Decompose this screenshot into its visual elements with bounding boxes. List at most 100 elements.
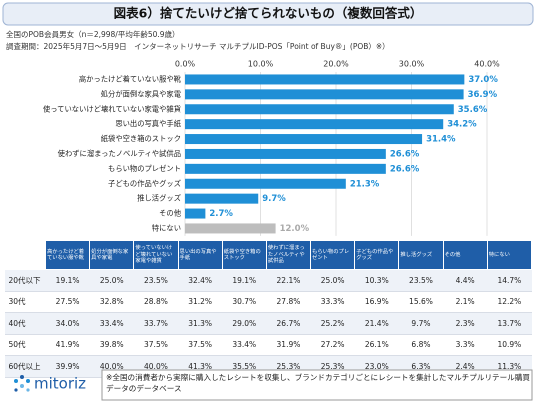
cell: 26.1% — [354, 334, 399, 356]
cell: 10.9% — [487, 334, 532, 356]
y-tick-label: 思い出の写真や手紙 — [115, 119, 181, 128]
cell: 29.0% — [222, 312, 267, 335]
x-tick-label: 30.0% — [399, 60, 425, 69]
row-label: 50代 — [4, 334, 46, 356]
cell: 21.4% — [354, 312, 399, 335]
cell: 9.7% — [398, 312, 444, 335]
row-label: 60代以上 — [4, 355, 46, 378]
cell: 27.2% — [310, 334, 355, 356]
y-tick-label: 使っていないけど壊れていない家電や雑貨 — [43, 104, 181, 113]
y-tick-label: その他 — [159, 209, 182, 218]
cell: 31.2% — [178, 291, 223, 313]
bar — [185, 208, 206, 219]
cell: 2.3% — [443, 312, 488, 335]
cell: 19.1% — [222, 269, 267, 292]
note: 調査期間：2025年5月7日～5月9日 インターネットリサーチ マルチプルID-… — [6, 41, 390, 51]
cell: 27.8% — [266, 291, 311, 313]
cell: 37.5% — [133, 334, 179, 356]
cell: 23.5% — [398, 269, 444, 292]
column-header: 使っていないけど壊れていない家電や雑貨 — [133, 240, 179, 270]
y-tick-label: 処分が面倒な家具や家電 — [101, 89, 182, 98]
column-header: 使わずに溜まったノベルティや試供品 — [265, 240, 312, 270]
cell: 31.3% — [178, 312, 223, 335]
cell: 23.5% — [133, 269, 179, 292]
bar — [185, 104, 454, 115]
title-box — [2, 2, 534, 26]
cell: 31.9% — [266, 334, 311, 356]
cell: 26.7% — [266, 312, 311, 335]
value-label: 12.0% — [280, 224, 310, 234]
note-box — [101, 369, 533, 401]
table-row: 30代 27.5% 32.8% 28.8% 31.2% 30.7% 27.8% 33.3% 16… — [4, 291, 532, 313]
column-header: 高かったけど着ていない服や靴 — [44, 240, 91, 270]
cell: 34.0% — [45, 312, 90, 335]
column-header: 処分が面倒な家具や家電 — [89, 240, 135, 270]
value-label: 37.0% — [468, 75, 498, 85]
value-label: 26.6% — [390, 164, 420, 174]
cell: 41.9% — [45, 334, 90, 356]
cell: 14.7% — [487, 269, 532, 292]
cell: 16.9% — [354, 291, 399, 313]
value-label: 36.9% — [468, 90, 498, 100]
cell: 12.2% — [487, 291, 532, 313]
corner — [4, 240, 46, 270]
cell: 19.1% — [45, 269, 90, 292]
cell: 13.7% — [487, 312, 532, 335]
value-label: 34.2% — [447, 120, 477, 130]
cell: 32.4% — [178, 269, 223, 292]
bar — [185, 89, 464, 100]
cell: 30.7% — [222, 291, 267, 313]
cell: 3.3% — [443, 334, 488, 356]
y-tick-label: 推し活グッズ — [137, 194, 181, 203]
table-row: 50代 41.9% 39.8% 37.5% 37.5% 33.4% 31.9% 27.2% 26… — [4, 334, 532, 356]
column-header: もらい物のプレゼント — [310, 240, 356, 270]
cell: 15.6% — [398, 291, 444, 313]
value-label: 9.7% — [262, 194, 286, 204]
cell: 6.8% — [398, 334, 444, 356]
x-tick-label: 20.0% — [323, 60, 349, 69]
column-header: 紙袋や空き箱のストック — [221, 240, 267, 270]
x-tick-label: 40.0% — [474, 60, 500, 69]
x-tick-label: 10.0% — [248, 60, 274, 69]
column-header: 思い出の写真や手紙 — [177, 240, 223, 270]
value-label: 2.7% — [209, 209, 233, 219]
bar — [185, 119, 444, 130]
value-label: 21.3% — [350, 179, 380, 189]
cell: 25.0% — [89, 269, 134, 292]
cell: 25.2% — [310, 312, 355, 335]
cell: 27.5% — [45, 291, 90, 313]
column-header: 特にない — [486, 240, 533, 270]
y-tick-label: 使わずに溜まったノベルティや試供品 — [58, 149, 181, 158]
chart-title: 図表6）捨てたいけど捨てられないもの（複数回答式） — [114, 6, 423, 21]
y-tick-label: 特にない — [152, 223, 181, 232]
footer: mitoriz ※全国の消費者から実際に購入したレシートを収集し、ブランドカテゴ… — [14, 369, 533, 401]
row-label: 20代以下 — [4, 269, 46, 292]
cell: 33.4% — [89, 312, 134, 335]
cell: 32.8% — [89, 291, 134, 313]
cell: 28.8% — [133, 291, 179, 313]
x-tick-label: 0.0% — [175, 60, 196, 69]
logo: mitoriz — [34, 375, 86, 393]
cell: 33.4% — [222, 334, 267, 356]
bar — [185, 223, 276, 234]
bar — [185, 193, 259, 204]
y-tick-label: 紙袋や空き箱のストック — [101, 134, 181, 143]
table-row: 40代 34.0% 33.4% 33.7% 31.3% 29.0% 26.7% 25.2% 21… — [4, 312, 532, 335]
cell: 39.9% — [45, 355, 90, 378]
cell: 4.4% — [443, 269, 488, 292]
note: 全国のPOB会員男女（n＝2,998/平均年齢50.9歳） — [6, 29, 180, 39]
logo-icon — [14, 375, 30, 392]
y-tick-label: 高かったけど着ていない服や靴 — [79, 74, 182, 83]
cell: 2.1% — [443, 291, 488, 313]
cell: 10.3% — [354, 269, 399, 292]
row-label: 30代 — [4, 291, 46, 313]
column-header: 子どもの作品やグッズ — [354, 240, 400, 270]
table-row: 60代以上 39.9% 40.0% 40.0% 41.3% 35.5% 25.3% 25.3%… — [4, 355, 532, 378]
cell: 25.0% — [310, 269, 355, 292]
footer-note: ※全国の消費者から実際に購入したレシートを収集し、ブランドカテゴリごとにレシート… — [106, 373, 530, 393]
bar — [185, 178, 346, 189]
column-header: その他 — [442, 240, 488, 270]
table: 高かったけど着ていない服や靴 処分が面倒な家具や家電 使っていないけど壊れていない家… — [4, 240, 533, 378]
column-header: 推し活グッズ — [398, 240, 444, 270]
bar — [185, 134, 423, 145]
